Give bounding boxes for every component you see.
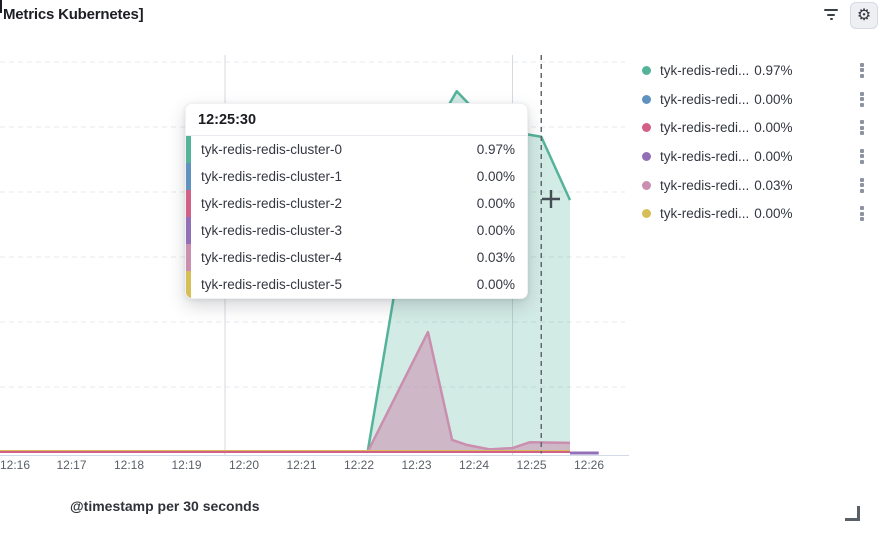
x-tick-label: 12:20 — [229, 458, 260, 472]
tooltip-series-value: 0.97% — [476, 142, 515, 157]
x-tick-label: 12:24 — [459, 458, 490, 472]
legend-item[interactable]: tyk-redis-redi... 0.00% — [642, 113, 870, 142]
tooltip-timestamp: 12:25:30 — [186, 104, 527, 136]
legend-item-value: 0.00% — [754, 91, 793, 107]
legend-item-menu-icon[interactable] — [860, 177, 864, 193]
x-tick-label: 12:21 — [286, 458, 317, 472]
tooltip-row: tyk-redis-redis-cluster-5 0.00% — [186, 271, 527, 298]
tooltip-row: tyk-redis-redis-cluster-0 0.97% — [186, 136, 527, 163]
panel-title: Metrics Kubernetes] — [3, 6, 144, 23]
resize-handle-icon[interactable] — [845, 506, 860, 521]
series-area — [367, 332, 570, 452]
series-color-strip — [186, 163, 191, 190]
x-tick-label: 12:22 — [344, 458, 375, 472]
tooltip-row: tyk-redis-redis-cluster-4 0.03% — [186, 244, 527, 271]
x-tick-label: 12:17 — [56, 458, 87, 472]
tooltip-rows: tyk-redis-redis-cluster-0 0.97% tyk-redis-… — [186, 136, 527, 298]
tooltip-series-label: tyk-redis-redis-cluster-1 — [201, 169, 343, 184]
legend-item-menu-icon[interactable] — [860, 62, 864, 78]
tooltip-series-label: tyk-redis-redis-cluster-4 — [201, 250, 343, 265]
legend-item-value: 0.03% — [754, 177, 793, 193]
legend-item-menu-icon[interactable] — [860, 120, 864, 136]
legend-item-value: 0.97% — [754, 62, 793, 78]
legend-item[interactable]: tyk-redis-redi... 0.00% — [642, 142, 870, 171]
legend-item-label: tyk-redis-redi... — [660, 148, 750, 164]
legend-item-label: tyk-redis-redi... — [660, 206, 750, 222]
tooltip-row: tyk-redis-redis-cluster-3 0.00% — [186, 217, 527, 244]
series-color-dot — [642, 123, 651, 133]
series-color-dot — [642, 151, 651, 161]
legend-item[interactable]: tyk-redis-redi... 0.00% — [642, 85, 870, 114]
tooltip-row: tyk-redis-redis-cluster-2 0.00% — [186, 190, 527, 217]
tooltip-series-value: 0.00% — [476, 223, 515, 238]
gear-icon: ⚙ — [856, 6, 872, 24]
legend-item-label: tyk-redis-redi... — [660, 120, 750, 136]
panel-settings-button[interactable]: ⚙ — [850, 2, 878, 29]
legend-item-value: 0.00% — [754, 206, 793, 222]
x-tick-label: 12:25 — [516, 458, 547, 472]
series-color-strip — [186, 217, 191, 244]
legend-item-label: tyk-redis-redi... — [660, 91, 750, 107]
legend-item[interactable]: tyk-redis-redi... 0.97% — [642, 56, 870, 85]
chart-tooltip: 12:25:30 tyk-redis-redis-cluster-0 0.97% t… — [185, 103, 528, 299]
tooltip-series-value: 0.03% — [476, 250, 515, 265]
legend-item-menu-icon[interactable] — [860, 206, 864, 222]
tooltip-series-value: 0.00% — [476, 169, 515, 184]
clipped-title-fragment — [0, 0, 2, 13]
tooltip-series-label: tyk-redis-redis-cluster-2 — [201, 196, 343, 211]
series-color-dot — [642, 65, 651, 75]
tooltip-series-value: 0.00% — [476, 277, 515, 292]
legend-item-label: tyk-redis-redi... — [660, 177, 750, 193]
tooltip-series-label: tyk-redis-redis-cluster-5 — [201, 277, 343, 292]
x-tick-label: 12:16 — [0, 458, 31, 472]
legend-item-value: 0.00% — [754, 120, 793, 136]
legend-item-menu-icon[interactable] — [860, 91, 864, 107]
series-color-dot — [642, 94, 651, 104]
series-color-strip — [186, 190, 191, 217]
series-color-dot — [642, 180, 651, 190]
x-tick-label: 12:23 — [401, 458, 432, 472]
x-tick-label: 12:19 — [171, 458, 202, 472]
series-color-strip — [186, 136, 191, 163]
legend-item-menu-icon[interactable] — [860, 148, 864, 164]
tooltip-series-label: tyk-redis-redis-cluster-3 — [201, 223, 343, 238]
filter-icon[interactable] — [822, 9, 840, 23]
series-line — [366, 330, 571, 453]
series-color-strip — [186, 244, 191, 271]
x-tick-label: 12:18 — [114, 458, 145, 472]
legend: tyk-redis-redi... 0.97% tyk-redis-redi... 0… — [642, 56, 870, 228]
legend-item[interactable]: tyk-redis-redi... 0.00% — [642, 199, 870, 228]
series-color-strip — [186, 271, 191, 298]
x-tick-label: 12:26 — [574, 458, 605, 472]
x-axis-title: @timestamp per 30 seconds — [70, 498, 260, 514]
tooltip-series-value: 0.00% — [476, 196, 515, 211]
legend-item-label: tyk-redis-redi... — [660, 62, 750, 78]
tooltip-series-label: tyk-redis-redis-cluster-0 — [201, 142, 343, 157]
legend-item-value: 0.00% — [754, 148, 793, 164]
x-axis-tick-labels: 12:16 12:17 12:18 12:19 12:20 12:21 12:22 12:23… — [0, 458, 660, 474]
series-color-dot — [642, 209, 651, 219]
legend-item[interactable]: tyk-redis-redi... 0.03% — [642, 171, 870, 200]
tooltip-row: tyk-redis-redis-cluster-1 0.00% — [186, 163, 527, 190]
